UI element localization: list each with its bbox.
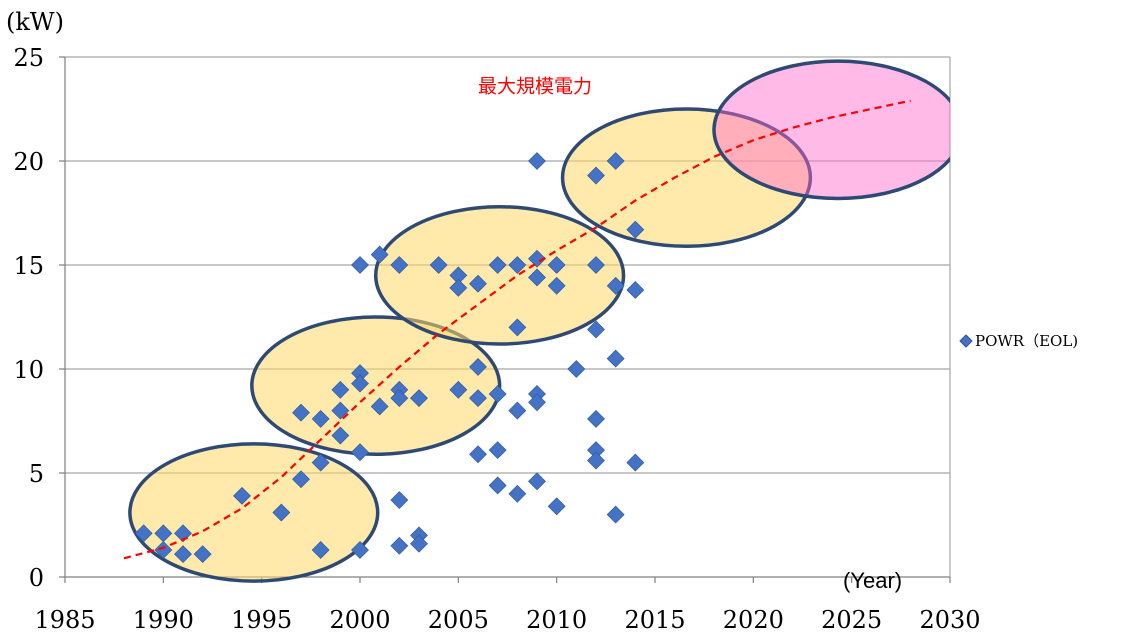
data-point: [410, 534, 428, 553]
data-point: [469, 274, 487, 293]
data-point: [587, 451, 605, 470]
data-point: [528, 393, 546, 412]
data-point: [429, 256, 448, 274]
data-point: [587, 409, 605, 428]
y-tick-label: 10: [13, 356, 44, 384]
data-point: [370, 397, 389, 416]
data-point: [390, 536, 409, 555]
data-point: [390, 389, 409, 408]
data-point: [606, 349, 625, 368]
data-point: [292, 470, 310, 489]
data-point: [469, 445, 487, 464]
data-point: [626, 453, 645, 472]
x-tick-label: 2000: [329, 606, 390, 634]
data-point: [626, 281, 645, 299]
data-point: [351, 541, 369, 559]
data-point: [606, 276, 625, 295]
x-tick-label: 2015: [624, 606, 685, 634]
data-point: [469, 357, 487, 376]
x-unit-label: (Year): [843, 568, 902, 593]
data-points: [134, 152, 645, 564]
data-point: [272, 503, 291, 522]
y-tick-label: 0: [29, 564, 44, 592]
x-tick-label: 2010: [526, 606, 587, 634]
ellipse-pink: [712, 59, 950, 201]
data-point: [606, 505, 625, 524]
data-point: [370, 245, 389, 264]
data-point: [390, 491, 409, 509]
data-point: [508, 318, 527, 337]
data-point: [410, 389, 428, 408]
annotation-label: 最大規模電力: [478, 75, 592, 97]
trend-line-path: [123, 99, 911, 560]
ellipse-yellow-1: [128, 442, 380, 583]
data-point: [390, 256, 409, 274]
data-point: [547, 497, 566, 516]
y-tick-label: 5: [29, 460, 44, 488]
y-tick-label: 20: [13, 148, 44, 176]
data-point: [469, 389, 487, 408]
data-point: [311, 541, 330, 559]
data-point: [626, 220, 645, 239]
data-point: [174, 545, 192, 564]
data-point: [331, 380, 350, 399]
data-point: [292, 403, 310, 422]
data-point: [528, 268, 546, 287]
x-tick-label: 2030: [919, 606, 980, 634]
data-point: [508, 256, 527, 274]
data-point: [488, 385, 507, 403]
data-point: [449, 380, 468, 399]
data-point: [351, 443, 369, 462]
x-tick-label: 2005: [428, 606, 489, 634]
data-point: [547, 256, 566, 274]
data-point: [488, 256, 507, 274]
data-point: [508, 484, 527, 503]
data-point: [331, 426, 350, 445]
legend-marker-diamond: [959, 334, 973, 348]
data-point: [567, 360, 586, 378]
data-point: [606, 152, 625, 170]
x-tick-label: 1990: [133, 606, 194, 634]
data-point: [134, 524, 153, 543]
ellipse-overlays: [128, 59, 950, 583]
x-tick-label: 1995: [231, 606, 292, 634]
legend: POWR（EOL): [959, 332, 1078, 350]
data-point: [193, 545, 212, 564]
data-point: [587, 320, 605, 339]
ellipse-yellow-3: [373, 205, 626, 346]
x-tick-label: 2020: [723, 606, 784, 634]
data-point: [547, 276, 566, 295]
data-point: [528, 152, 546, 170]
data-point: [488, 476, 507, 495]
data-point: [449, 266, 468, 285]
x-tick-label: 2025: [821, 606, 882, 634]
y-tick-label: 25: [13, 44, 44, 72]
data-point: [528, 472, 546, 491]
data-point: [351, 374, 369, 393]
data-point: [233, 486, 251, 505]
x-tick-label: 1985: [34, 606, 95, 634]
data-point: [154, 541, 173, 559]
data-point: [587, 256, 605, 274]
data-point: [154, 524, 173, 543]
legend-series-label: POWR（EOL): [975, 332, 1078, 350]
data-point: [331, 401, 350, 420]
data-point: [449, 278, 468, 297]
data-point: [311, 453, 330, 472]
trend-line: [123, 99, 911, 560]
data-point: [311, 409, 330, 428]
data-point: [508, 401, 527, 420]
y-tick-label: 15: [13, 252, 44, 280]
data-point: [351, 256, 369, 274]
data-point: [587, 166, 605, 185]
y-unit-label: (kW): [6, 8, 64, 36]
data-point: [488, 441, 507, 460]
